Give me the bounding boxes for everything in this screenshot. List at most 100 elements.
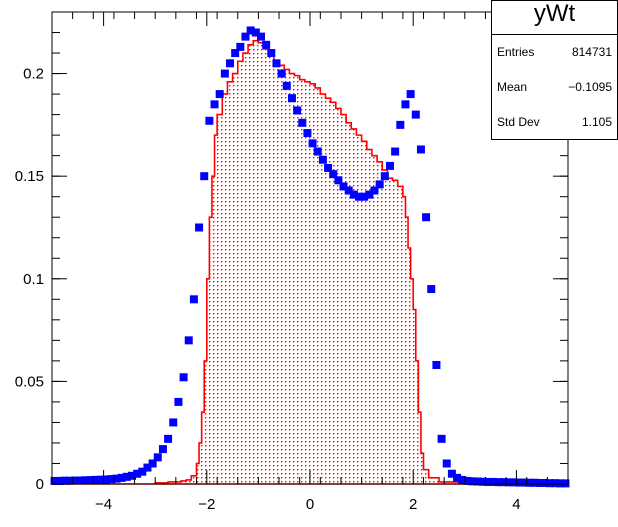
marker-point	[195, 223, 204, 232]
marker-point	[71, 476, 80, 485]
stats-stddev-value: 1.105	[581, 115, 612, 129]
marker-point	[102, 475, 111, 484]
x-tick-label: 4	[512, 496, 520, 513]
marker-point	[344, 186, 353, 195]
marker-point	[473, 477, 482, 486]
y-tick-label: 0.1	[23, 271, 44, 288]
marker-point	[318, 155, 327, 164]
marker-point	[184, 336, 193, 345]
marker-point	[468, 477, 477, 486]
marker-point	[427, 285, 436, 294]
marker-point	[66, 476, 75, 485]
marker-point	[355, 192, 364, 201]
marker-point	[97, 475, 106, 484]
marker-point	[293, 106, 302, 115]
stats-mean-label: Mean	[497, 80, 528, 94]
marker-point	[545, 479, 554, 488]
marker-point	[324, 163, 333, 172]
marker-point	[174, 397, 183, 406]
marker-point	[556, 479, 565, 488]
marker-point	[494, 478, 503, 487]
stats-row-entries: Entries 814731	[492, 35, 617, 70]
marker-point	[256, 32, 265, 41]
marker-point	[530, 478, 539, 487]
marker-point	[370, 186, 379, 195]
marker-point	[313, 147, 322, 156]
histogram-series-0	[52, 39, 568, 485]
stats-box: yWt Entries 814731 Mean −0.1095 Std Dev …	[491, 0, 618, 140]
marker-point	[540, 478, 549, 487]
marker-point	[391, 147, 400, 156]
x-tick-label: 2	[409, 496, 417, 513]
x-tick-label: −4	[95, 496, 112, 513]
marker-point	[251, 28, 260, 37]
marker-point	[509, 478, 518, 487]
marker-point	[432, 360, 441, 369]
marker-point	[164, 434, 173, 443]
y-tick-label: 0.2	[23, 66, 44, 83]
marker-point	[422, 213, 431, 222]
marker-point	[349, 190, 358, 199]
marker-point	[525, 478, 534, 487]
marker-point	[112, 474, 121, 483]
marker-point	[55, 476, 64, 485]
stats-entries-value: 814731	[571, 45, 612, 59]
marker-point	[267, 49, 276, 58]
marker-point	[385, 161, 394, 170]
marker-point	[148, 459, 157, 468]
marker-point	[484, 477, 493, 486]
marker-point	[437, 434, 446, 443]
marker-point	[514, 478, 523, 487]
marker-point	[298, 118, 307, 127]
marker-point	[551, 479, 560, 488]
marker-point	[282, 81, 291, 90]
marker-point	[453, 473, 462, 482]
marker-point	[117, 473, 126, 482]
marker-layer	[50, 26, 570, 488]
marker-point	[236, 42, 245, 51]
marker-point	[339, 182, 348, 191]
marker-point	[329, 170, 338, 179]
marker-point	[76, 476, 85, 485]
marker-point	[277, 69, 286, 78]
marker-point	[220, 69, 229, 78]
marker-point	[406, 90, 415, 99]
marker-point	[153, 453, 162, 462]
marker-point	[463, 476, 472, 485]
x-tick-label: −2	[198, 496, 215, 513]
marker-point	[447, 469, 456, 478]
marker-point	[81, 476, 90, 485]
marker-point	[241, 32, 250, 41]
y-tick-label: 0	[36, 476, 44, 493]
marker-point	[169, 418, 178, 427]
marker-point	[200, 172, 209, 181]
marker-point	[133, 469, 142, 478]
marker-point	[246, 26, 255, 35]
axes: −4 −2 0 2 4 0 0.05 0.1 0.15 0.2	[15, 11, 569, 513]
marker-point	[478, 477, 487, 486]
stats-entries-label: Entries	[497, 45, 535, 59]
marker-point	[375, 180, 384, 189]
marker-point	[86, 476, 95, 485]
stats-title: yWt	[492, 1, 617, 35]
marker-point	[287, 94, 296, 103]
marker-point	[308, 139, 317, 148]
marker-point	[122, 472, 131, 481]
marker-point	[143, 463, 152, 472]
marker-point	[520, 478, 529, 487]
x-tick-label: 0	[306, 496, 314, 513]
marker-point	[205, 116, 214, 125]
marker-point	[231, 49, 240, 58]
marker-point	[226, 59, 235, 68]
marker-point	[489, 477, 498, 486]
marker-point	[499, 478, 508, 487]
marker-point	[127, 471, 136, 480]
marker-point	[107, 475, 116, 484]
histogram-layer	[52, 39, 568, 485]
y-tick-label: 0.05	[15, 373, 44, 390]
stats-stddev-label: Std Dev	[497, 115, 540, 129]
stats-row-stddev: Std Dev 1.105	[492, 105, 617, 140]
stats-row-mean: Mean −0.1095	[492, 70, 617, 105]
marker-point	[442, 459, 451, 468]
marker-point	[535, 478, 544, 487]
